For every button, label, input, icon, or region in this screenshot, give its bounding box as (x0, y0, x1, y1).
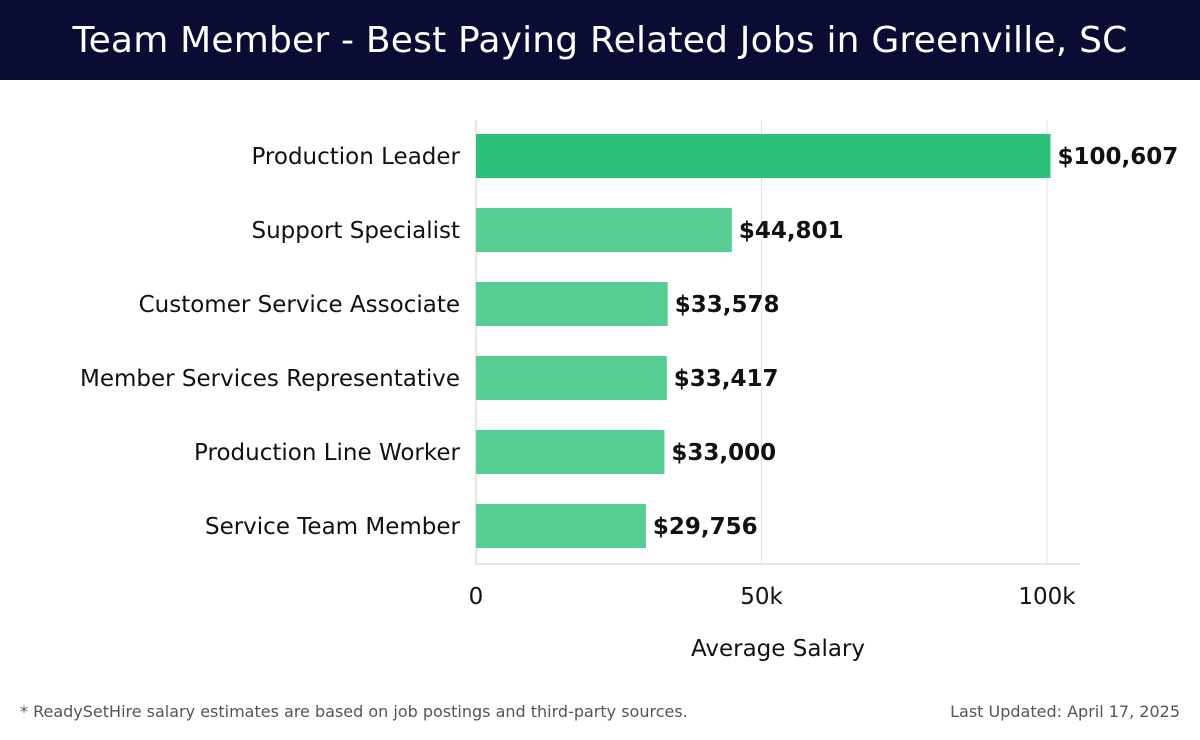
chart-header: Team Member - Best Paying Related Jobs i… (0, 0, 1200, 80)
bar-1 (476, 208, 732, 252)
category-label-4: Production Line Worker (194, 440, 460, 466)
x-tick-label-2: 100k (1018, 584, 1076, 610)
x-tick-label-1: 50k (740, 584, 783, 610)
x-axis-title: Average Salary (691, 636, 865, 662)
bar-4 (476, 430, 665, 474)
value-label-4: $33,000 (671, 440, 776, 466)
category-label-5: Service Team Member (205, 514, 461, 540)
bar-3 (476, 356, 667, 400)
value-label-5: $29,756 (653, 514, 758, 540)
salary-bar-chart: Production Leader $100,607 Support Special… (80, 120, 1178, 662)
bar-0 (476, 134, 1051, 178)
chart-title: Team Member - Best Paying Related Jobs i… (72, 19, 1128, 61)
value-label-2: $33,578 (675, 292, 780, 318)
category-label-1: Support Specialist (252, 218, 461, 244)
value-label-1: $44,801 (739, 218, 844, 244)
bar-5 (476, 504, 646, 548)
value-label-3: $33,417 (674, 366, 779, 392)
category-label-3: Member Services Representative (80, 366, 460, 392)
source-footnote: * ReadySetHire salary estimates are base… (20, 702, 688, 721)
bar-2 (476, 282, 668, 326)
last-updated: Last Updated: April 17, 2025 (950, 702, 1180, 721)
value-label-0: $100,607 (1057, 144, 1178, 170)
category-label-0: Production Leader (251, 144, 460, 170)
x-tick-label-0: 0 (469, 584, 484, 610)
category-label-2: Customer Service Associate (139, 292, 460, 318)
